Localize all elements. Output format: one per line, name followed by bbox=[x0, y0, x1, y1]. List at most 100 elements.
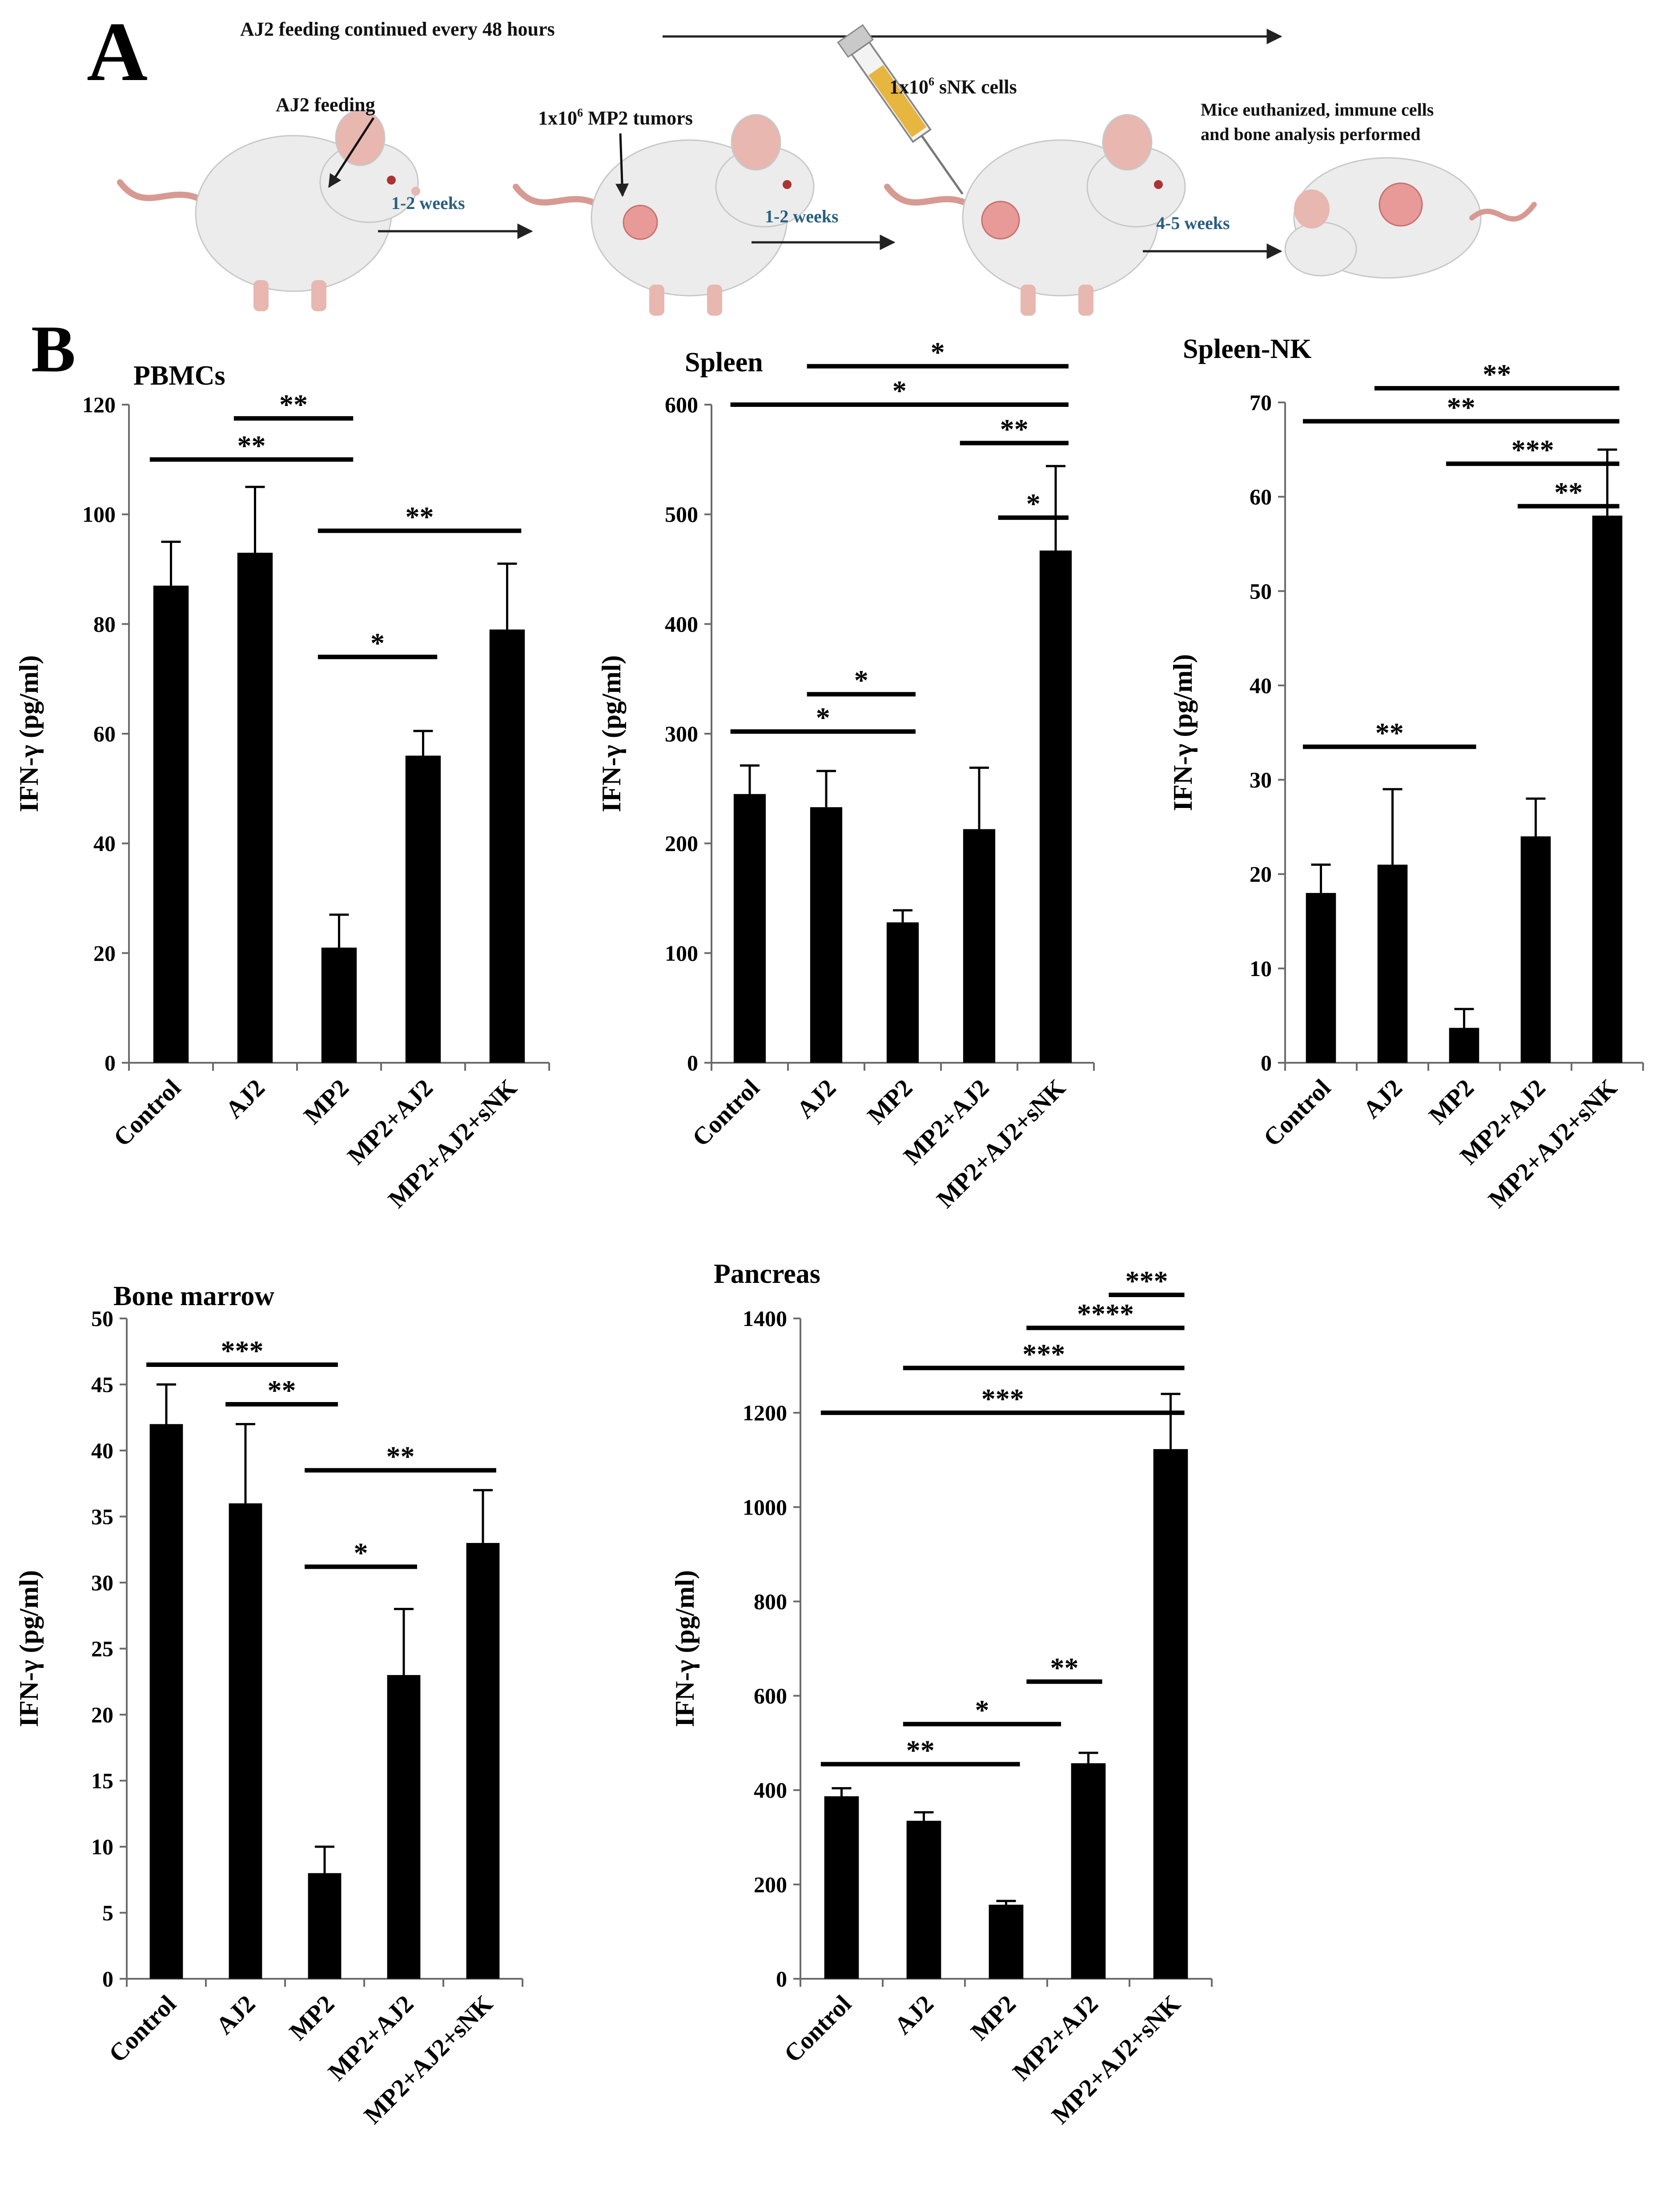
bar bbox=[1592, 515, 1623, 1063]
y-tick-label: 15 bbox=[91, 1768, 113, 1793]
bar bbox=[387, 1675, 421, 1979]
x-tick-label: Control bbox=[109, 1074, 186, 1152]
x-tick-label: Control bbox=[779, 1990, 857, 2068]
x-tick-label: MP2 bbox=[298, 1074, 354, 1129]
x-tick-label: MP2+AJ2+sNK bbox=[932, 1074, 1071, 1214]
mouse-icon bbox=[117, 109, 420, 311]
y-tick-label: 60 bbox=[93, 721, 116, 746]
significance-label: ** bbox=[1050, 1652, 1078, 1684]
bar bbox=[824, 1796, 859, 1979]
y-axis-label: IFN-γ (pg/ml) bbox=[1168, 654, 1198, 811]
y-tick-label: 45 bbox=[91, 1372, 113, 1397]
bar bbox=[810, 807, 843, 1063]
y-tick-label: 1000 bbox=[743, 1495, 787, 1519]
x-tick-label: MP2+AJ2+sNK bbox=[1483, 1074, 1623, 1214]
step2-label: 1-2 weeks bbox=[765, 206, 839, 226]
bar bbox=[886, 922, 919, 1063]
y-tick-label: 10 bbox=[1250, 956, 1272, 981]
bar bbox=[321, 948, 357, 1063]
tumor-icon bbox=[623, 205, 658, 240]
step1-label: 1-2 weeks bbox=[391, 193, 465, 213]
y-tick-label: 20 bbox=[93, 940, 116, 965]
mouse-tail-icon bbox=[1469, 202, 1537, 222]
y-tick-label: 600 bbox=[665, 392, 698, 417]
mouse-icon bbox=[513, 114, 815, 316]
bar bbox=[1153, 1449, 1188, 1979]
bar bbox=[1306, 893, 1336, 1063]
y-tick-label: 0 bbox=[104, 1050, 116, 1075]
x-tick-label: AJ2 bbox=[792, 1074, 841, 1124]
tumor-icon bbox=[981, 201, 1020, 240]
y-tick-label: 5 bbox=[102, 1901, 113, 1925]
y-tick-label: 50 bbox=[91, 1306, 113, 1331]
mouse-tail-icon bbox=[513, 184, 608, 212]
x-tick-label: MP2 bbox=[965, 1990, 1021, 2045]
significance-label: *** bbox=[1022, 1338, 1065, 1370]
chart-title: Bone marrow bbox=[113, 1281, 274, 1311]
tumor-label: 1x106 MP2 tumors bbox=[538, 106, 693, 129]
significance-label: ** bbox=[1483, 358, 1511, 390]
y-axis-label: IFN-γ (pg/ml) bbox=[14, 1570, 44, 1727]
bar bbox=[1520, 836, 1551, 1063]
bar bbox=[1039, 551, 1072, 1063]
y-tick-label: 40 bbox=[93, 831, 116, 856]
bar bbox=[1449, 1028, 1479, 1063]
y-tick-label: 600 bbox=[754, 1684, 787, 1708]
mouse-icon bbox=[1284, 157, 1537, 279]
y-tick-label: 100 bbox=[82, 502, 116, 527]
bar bbox=[963, 829, 996, 1063]
significance-label: * bbox=[1026, 488, 1041, 519]
x-tick-label: AJ2 bbox=[1358, 1074, 1408, 1124]
feeding-pointer-arrow-icon bbox=[328, 117, 375, 188]
y-tick-label: 0 bbox=[1261, 1050, 1272, 1075]
significance-label: * bbox=[354, 1537, 368, 1568]
y-tick-label: 20 bbox=[1250, 862, 1272, 887]
y-tick-label: 0 bbox=[102, 1966, 113, 1991]
bar bbox=[489, 629, 525, 1063]
step3-label: 4-5 weeks bbox=[1156, 213, 1230, 233]
y-tick-label: 50 bbox=[1250, 579, 1272, 603]
significance-label: ** bbox=[237, 430, 266, 461]
y-tick-label: 1400 bbox=[743, 1306, 787, 1331]
x-tick-label: AJ2 bbox=[889, 1990, 939, 2040]
y-tick-label: 30 bbox=[1250, 767, 1272, 792]
bar bbox=[906, 1820, 941, 1979]
bar bbox=[1377, 864, 1408, 1063]
feeding-label: AJ2 feeding bbox=[276, 94, 375, 116]
bar bbox=[405, 755, 441, 1063]
significance-label: * bbox=[975, 1694, 989, 1726]
panel-a: A AJ2 feeding continued every 48 hours A… bbox=[87, 5, 1537, 316]
x-tick-label: MP2 bbox=[1423, 1074, 1479, 1129]
bar bbox=[153, 586, 189, 1063]
significance-label: ** bbox=[386, 1441, 415, 1472]
panel-b-letter: B bbox=[31, 312, 76, 386]
y-tick-label: 200 bbox=[754, 1872, 787, 1897]
chart-title: Spleen-NK bbox=[1183, 334, 1311, 364]
y-tick-label: 400 bbox=[665, 611, 698, 636]
euthanized-label-line2: and bone analysis performed bbox=[1201, 124, 1421, 144]
chart-title: PBMCs bbox=[133, 361, 225, 391]
significance-label: * bbox=[816, 702, 830, 733]
bar bbox=[733, 794, 766, 1063]
x-tick-label: Control bbox=[1258, 1074, 1336, 1152]
significance-label: * bbox=[854, 664, 868, 696]
y-tick-label: 70 bbox=[1250, 390, 1272, 415]
x-tick-label: AJ2 bbox=[221, 1074, 270, 1124]
y-tick-label: 20 bbox=[91, 1702, 113, 1727]
significance-label: *** bbox=[1511, 434, 1554, 466]
y-tick-label: 800 bbox=[754, 1589, 787, 1614]
y-tick-label: 60 bbox=[1250, 484, 1272, 509]
bar bbox=[308, 1873, 342, 1979]
chart-title: Spleen bbox=[685, 347, 763, 378]
significance-label: ** bbox=[1554, 476, 1583, 508]
significance-label: ** bbox=[268, 1374, 296, 1406]
bar bbox=[237, 553, 273, 1063]
x-tick-label: MP2 bbox=[284, 1990, 340, 2045]
significance-label: ** bbox=[1375, 717, 1404, 748]
mouse-icon bbox=[884, 114, 1186, 316]
tumor-icon bbox=[1379, 182, 1423, 227]
timeline-label: AJ2 feeding continued every 48 hours bbox=[240, 18, 555, 40]
y-tick-label: 120 bbox=[82, 392, 116, 417]
y-tick-label: 500 bbox=[665, 502, 698, 527]
bar bbox=[1071, 1763, 1106, 1979]
